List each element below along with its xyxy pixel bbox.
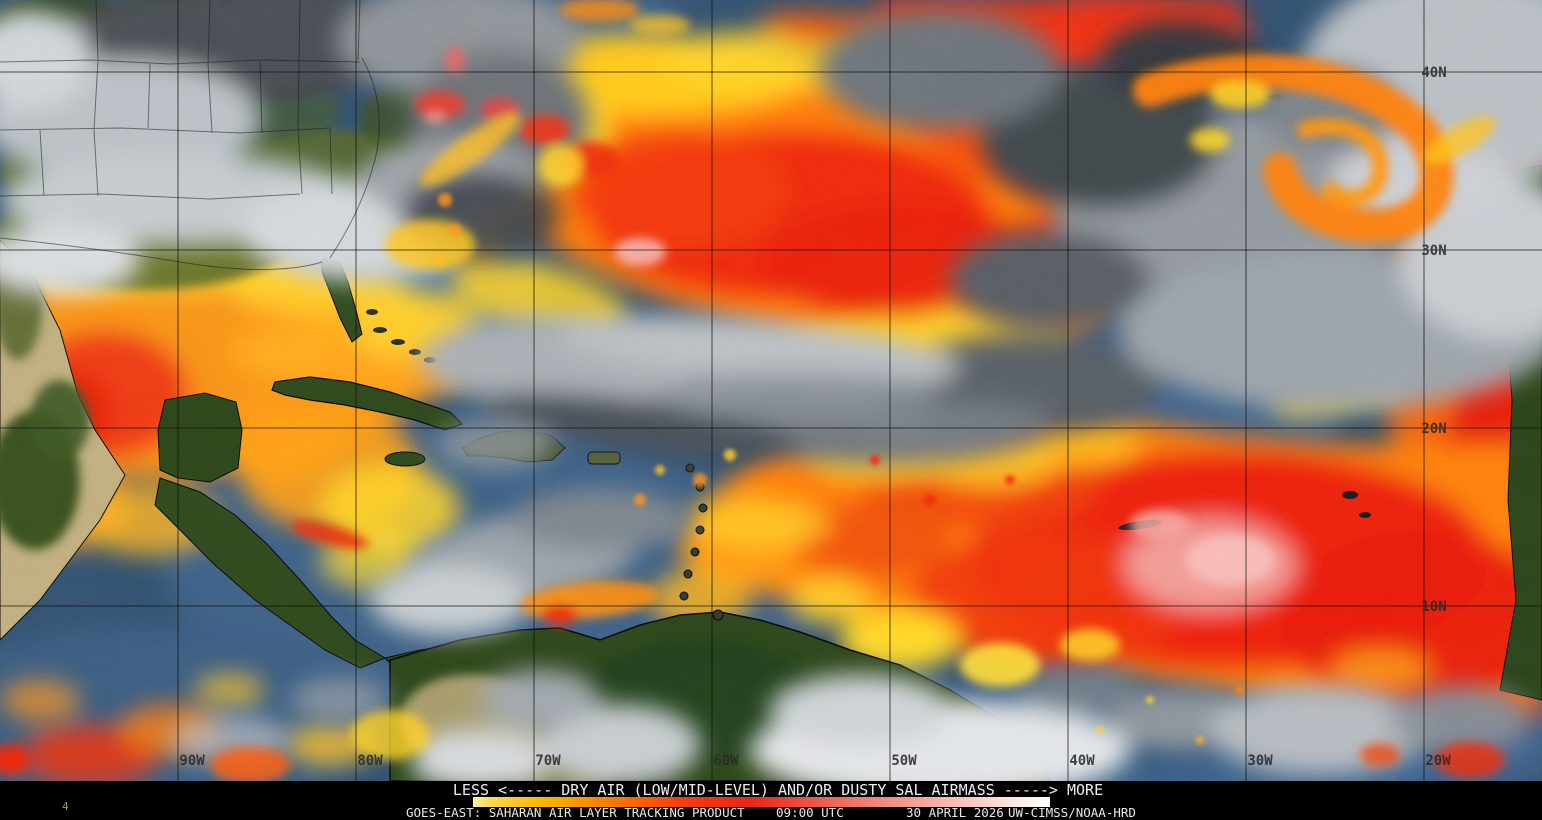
longitude-label: 80W (357, 753, 383, 769)
product-credit: UW-CIMSS/NOAA-HRD (1008, 805, 1136, 820)
product-name: GOES-EAST: SAHARAN AIR LAYER TRACKING PR… (406, 805, 745, 820)
grid-layer: 40N 30N 20N 10N 90W 80W 70W 60W 50W 40W 30W 20W (0, 0, 1542, 781)
product-time: 09:00 UTC (776, 805, 844, 820)
satellite-map: 40N 30N 20N 10N 90W 80W 70W 60W 50W 40W 30W 20W (0, 0, 1542, 781)
longitude-label: 90W (179, 753, 205, 769)
longitude-label: 30W (1247, 753, 1273, 769)
noise-overlay (0, 0, 1542, 781)
latitude-label: 20N (1421, 421, 1446, 437)
longitude-label: 20W (1425, 753, 1451, 769)
latitude-label: 40N (1421, 65, 1446, 81)
latitude-label: 30N (1421, 243, 1446, 259)
latitude-label: 10N (1421, 599, 1446, 615)
longitude-label: 40W (1069, 753, 1095, 769)
colorbar-gradient (473, 797, 1050, 807)
longitude-label: 60W (713, 753, 739, 769)
colorbar-legend-text: LESS <----- DRY AIR (LOW/MID-LEVEL) AND/… (452, 781, 1104, 799)
longitude-label: 50W (891, 753, 917, 769)
frame-number: 4 (62, 800, 69, 813)
longitude-label: 70W (535, 753, 561, 769)
product-date: 30 APRIL 2026 (906, 805, 1004, 820)
